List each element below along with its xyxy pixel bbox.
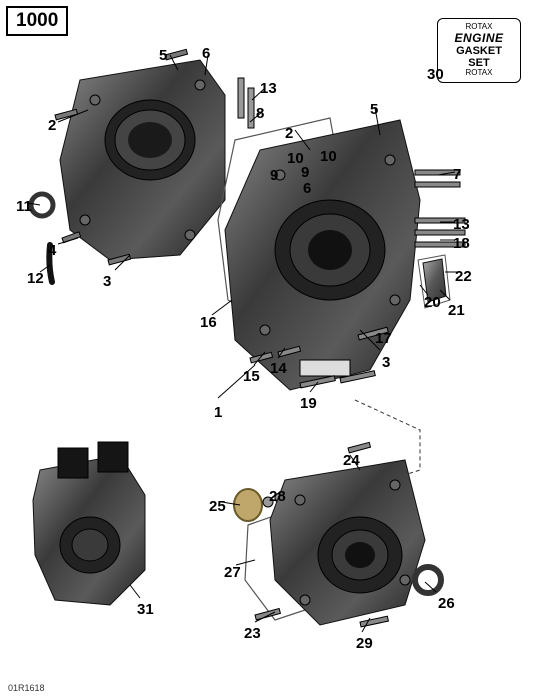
callout-5: 5	[370, 101, 378, 118]
callout-2: 2	[48, 117, 56, 134]
callout-27: 27	[224, 564, 241, 581]
callout-9: 9	[270, 167, 278, 184]
callout-29: 29	[356, 635, 373, 652]
callout-15: 15	[243, 368, 260, 385]
callout-5: 5	[159, 47, 167, 64]
callout-28: 28	[269, 488, 286, 505]
callout-18: 18	[453, 235, 470, 252]
callout-25: 25	[209, 498, 226, 515]
callout-12: 12	[27, 270, 44, 287]
engine-assembly-thumb	[33, 442, 145, 605]
callout-11: 11	[16, 198, 32, 215]
gasket-brand-bottom: ROTAX	[444, 69, 514, 78]
model-number: 1000	[16, 10, 58, 31]
callout-20: 20	[424, 294, 441, 311]
callout-3: 3	[103, 273, 111, 290]
callout-22: 22	[455, 268, 472, 285]
model-number-box: 1000	[6, 6, 68, 36]
callout-8: 8	[256, 105, 264, 122]
seal-11	[31, 194, 53, 216]
callout-16: 16	[200, 314, 217, 331]
callout-2: 2	[285, 125, 293, 142]
callout-23: 23	[244, 625, 261, 642]
exploded-diagram: 1000 ROTAX ENGINE GASKET SET ROTAX 01R16…	[0, 0, 543, 699]
callout-14: 14	[270, 360, 287, 377]
callout-7: 7	[453, 166, 461, 183]
callout-17: 17	[375, 330, 392, 347]
gasket-set-box: ROTAX ENGINE GASKET SET ROTAX	[437, 18, 521, 83]
callout-1: 1	[214, 404, 222, 421]
callout-31: 31	[137, 601, 154, 618]
callout-10: 10	[320, 148, 337, 165]
callout-4: 4	[48, 242, 56, 259]
gasket-line2: GASKET	[444, 45, 514, 57]
callout-30: 30	[427, 66, 444, 83]
callout-19: 19	[300, 395, 317, 412]
callout-6: 6	[303, 180, 311, 197]
gasket-line1: ENGINE	[444, 32, 514, 45]
callout-6: 6	[202, 45, 210, 62]
callout-21: 21	[448, 302, 465, 319]
callout-13: 13	[453, 216, 470, 233]
parts-illustration	[0, 0, 543, 699]
callout-24: 24	[343, 452, 360, 469]
callout-13: 13	[260, 80, 277, 97]
doc-number: 01R1618	[8, 683, 45, 693]
crankcase-left	[60, 60, 225, 260]
callout-26: 26	[438, 595, 455, 612]
callout-10: 10	[287, 150, 304, 167]
callout-3: 3	[382, 354, 390, 371]
cover-lower	[270, 460, 425, 625]
